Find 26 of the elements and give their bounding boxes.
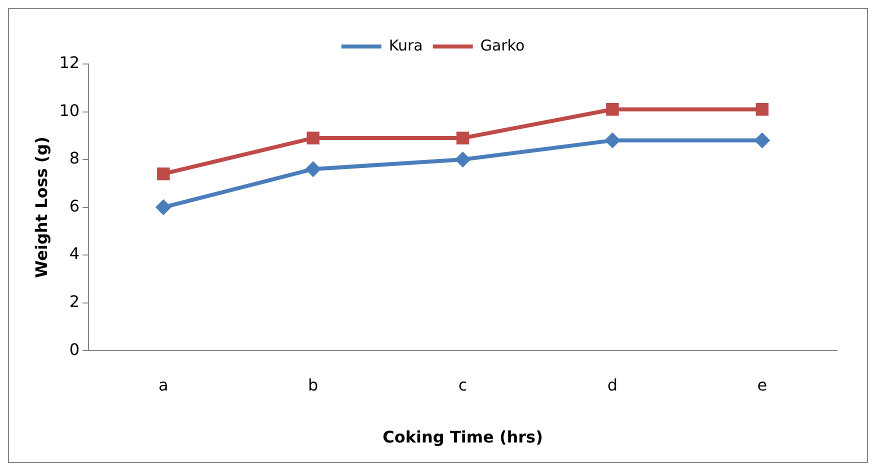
point bbox=[157, 168, 170, 180]
x-tick-label: c bbox=[458, 375, 468, 394]
point bbox=[306, 132, 320, 144]
point bbox=[456, 132, 470, 144]
point bbox=[454, 152, 471, 168]
y-tick-label: 2 bbox=[69, 292, 80, 311]
y-tick-label: 12 bbox=[59, 53, 80, 72]
point bbox=[754, 132, 770, 148]
y-tick-label: 10 bbox=[59, 100, 80, 120]
point bbox=[604, 132, 620, 148]
y-tick-label: 4 bbox=[69, 244, 80, 264]
x-tick-label: b bbox=[308, 375, 318, 394]
x-tick-label: a bbox=[158, 375, 168, 394]
point bbox=[606, 103, 619, 116]
point bbox=[305, 161, 322, 178]
legend-label: Garko bbox=[480, 36, 525, 54]
x-tick-label: d bbox=[607, 375, 618, 394]
y-tick-label: 6 bbox=[69, 196, 80, 216]
point bbox=[756, 103, 769, 116]
y-tick-label: 0 bbox=[69, 340, 80, 359]
point bbox=[155, 199, 172, 216]
x-axis-title: Coking Time (hrs) bbox=[382, 428, 543, 447]
y-axis-title: Weight Loss (g) bbox=[32, 136, 51, 278]
legend-label: Kura bbox=[388, 36, 423, 54]
x-tick-label: e bbox=[757, 375, 768, 394]
y-tick-label: 8 bbox=[69, 148, 80, 168]
